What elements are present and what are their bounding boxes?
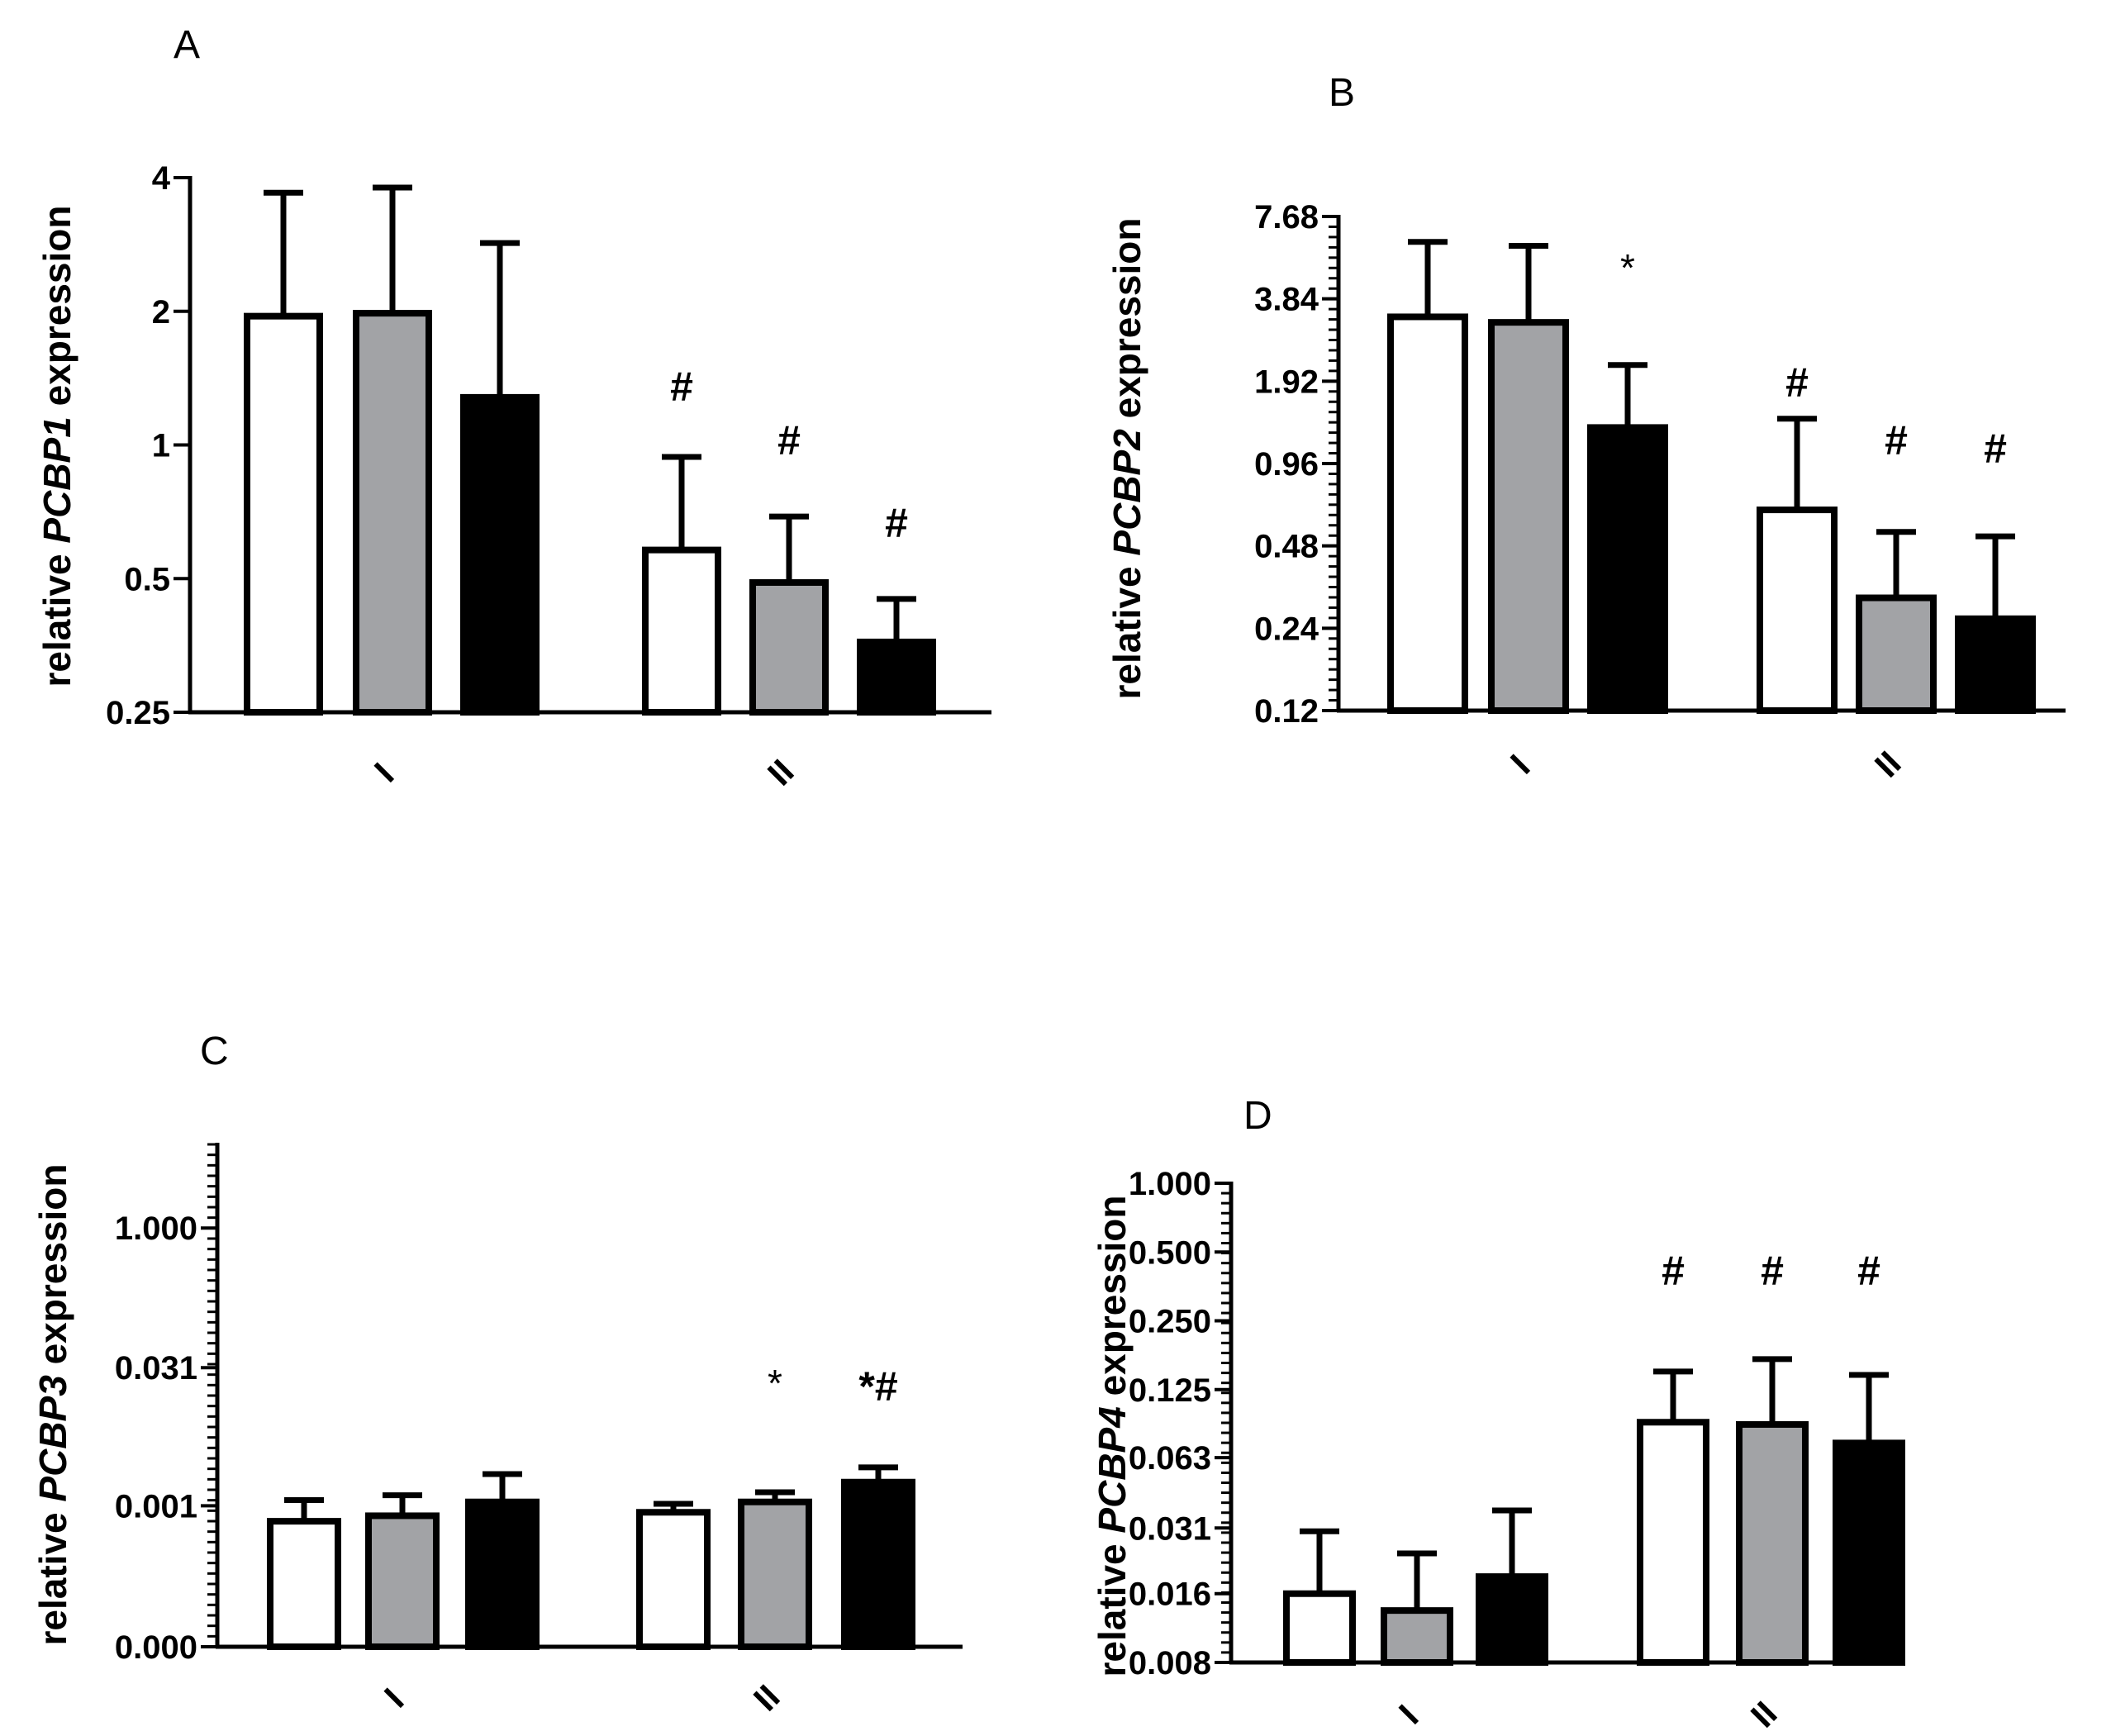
panel-a-ylabel-suffix: expression xyxy=(36,206,78,417)
panel-a-bar-black-i xyxy=(460,393,540,716)
panel-a-y-tick-label: 1 xyxy=(152,428,170,464)
panel-c-y-tick-label: 0.001 xyxy=(115,1488,197,1524)
panel-d-category-label: II xyxy=(1743,1694,1785,1735)
panel-d-ylabel-prefix: relative xyxy=(1091,1534,1134,1677)
panel-b-bar-grey-ii xyxy=(1856,594,1937,714)
panel-d-y-tick-label: 1.000 xyxy=(1129,1166,1211,1202)
panel-b: B relative PCBP2 expression 0.12 0.24 0.48… xyxy=(1105,71,2066,785)
panel-c-letter: C xyxy=(200,1030,229,1073)
panel-c-y-axis-title: relative PCBP3 expression xyxy=(31,1164,74,1646)
panel-d-y-tick-label: 0.016 xyxy=(1129,1577,1211,1613)
panel-d-significance-mark: # xyxy=(1857,1248,1880,1294)
panel-b-y-tick-label: 7.68 xyxy=(1254,199,1319,235)
panel-b-ylabel-suffix: expression xyxy=(1105,218,1148,430)
panel-c-y-tick-label: 0.000 xyxy=(115,1629,197,1666)
panel-d-bar-black-ii xyxy=(1833,1439,1905,1666)
panel-c-y-tick-label: 1.000 xyxy=(115,1210,197,1247)
panel-c-bar-black-i xyxy=(465,1498,540,1650)
panel-b-y-tick-label: 0.48 xyxy=(1254,529,1319,565)
panel-b-ylabel-gene: PCBP2 xyxy=(1105,429,1148,556)
panel-a-ylabel-prefix: relative xyxy=(36,544,78,687)
panel-a-bar-white-ii xyxy=(642,546,721,716)
panel-b-category-label: II xyxy=(1867,744,1909,785)
panel-a-y-tick-label: 4 xyxy=(152,160,171,197)
panel-d-ylabel-suffix: expression xyxy=(1091,1196,1134,1407)
panel-b-bar-white-ii xyxy=(1757,507,1838,715)
panel-c-bar-white-i xyxy=(267,1518,341,1651)
panel-b-y-tick-label: 0.96 xyxy=(1254,446,1319,483)
panel-d-y-tick-label: 0.063 xyxy=(1129,1440,1211,1477)
panel-b-significance-mark: # xyxy=(1785,359,1809,406)
panel-b-letter: B xyxy=(1329,71,1355,115)
panel-b-y-tick-label: 3.84 xyxy=(1254,282,1319,318)
panel-d-bar-grey-i xyxy=(1381,1607,1453,1666)
panel-a: A relative PCBP1 expression 0.25 0.5 1 2 4 # #… xyxy=(36,23,991,793)
panel-a-category-label: I xyxy=(367,755,401,789)
panel-b-y-axis-title: relative PCBP2 expression xyxy=(1105,218,1148,700)
panel-c-ylabel-prefix: relative xyxy=(31,1502,74,1646)
panel-b-bar-grey-i xyxy=(1488,319,1569,714)
panel-d-plot: 0.008 0.016 0.031 0.063 0.125 0.250 0.500 1.000… xyxy=(1129,1166,1905,1735)
panel-b-ylabel-prefix: relative xyxy=(1105,556,1148,700)
panel-a-y-tick-label: 2 xyxy=(152,294,170,331)
panel-a-y-axis-title: relative PCBP1 expression xyxy=(36,206,78,687)
panel-c-y-tick-label: 0.031 xyxy=(115,1350,197,1386)
panel-c-bar-grey-i xyxy=(365,1512,440,1651)
panel-d-y-tick-label: 0.500 xyxy=(1129,1234,1211,1271)
panel-d-bar-white-ii xyxy=(1637,1419,1709,1667)
panel-d-category-label: I xyxy=(1391,1697,1425,1731)
panel-a-y-tick-label: 0.5 xyxy=(124,561,170,597)
panel-c-bar-black-ii xyxy=(841,1478,915,1651)
panel-b-bar-black-ii xyxy=(1955,615,2036,714)
panel-d-y-axis-title: relative PCBP4 expression xyxy=(1091,1196,1134,1677)
panel-d-y-tick-label: 0.031 xyxy=(1129,1510,1211,1547)
panel-c-category-label: II xyxy=(746,1677,787,1719)
panel-c-category-label: I xyxy=(377,1681,411,1715)
panel-d-y-tick-label: 0.250 xyxy=(1129,1304,1211,1340)
panel-c-bar-grey-ii xyxy=(738,1498,812,1650)
panel-a-category-label: II xyxy=(760,752,801,793)
panel-a-bar-white-i xyxy=(244,312,323,716)
panel-d-bar-black-i xyxy=(1476,1573,1548,1667)
panel-d-y-tick-label: 0.125 xyxy=(1129,1372,1211,1409)
panel-d-significance-mark: # xyxy=(1662,1248,1685,1294)
panel-c-significance-mark: * xyxy=(768,1362,782,1405)
panel-b-y-tick-label: 1.92 xyxy=(1254,364,1319,400)
panel-b-bar-white-i xyxy=(1387,313,1468,714)
panel-b-plot: 0.120.240.480.961.923.847.68##*#I II xyxy=(1254,199,2066,785)
panel-d-significance-mark: # xyxy=(1761,1248,1784,1294)
panel-a-significance-mark: # xyxy=(885,500,908,546)
panel-c: C relative PCBP3 expression 0.000 0.001 0.… xyxy=(31,1030,963,1719)
panel-d-y-tick-label: 0.008 xyxy=(1129,1645,1211,1681)
panel-d-letter: D xyxy=(1243,1094,1272,1138)
panel-a-bar-black-ii xyxy=(857,638,936,716)
panel-b-significance-mark: * xyxy=(1620,246,1635,289)
panel-a-significance-mark: # xyxy=(670,364,693,410)
panel-a-ylabel-gene: PCBP1 xyxy=(36,416,78,543)
panel-d-ylabel-gene: PCBP4 xyxy=(1091,1406,1134,1533)
panel-a-significance-mark: # xyxy=(777,417,801,464)
panel-a-bar-grey-ii xyxy=(749,578,829,716)
panel-a-bar-grey-i xyxy=(353,310,432,716)
panel-a-letter: A xyxy=(174,23,200,67)
panel-b-bar-black-i xyxy=(1587,424,1668,714)
panel-d: D relative PCBP4 expression 0.0080.0160.… xyxy=(1091,1094,1905,1735)
panel-b-significance-mark: # xyxy=(1984,426,2007,472)
panel-c-ylabel-gene: PCBP3 xyxy=(31,1375,74,1502)
panel-d-bar-white-i xyxy=(1283,1590,1356,1666)
panel-b-category-label: I xyxy=(1503,747,1537,781)
panel-b-significance-mark: # xyxy=(1885,417,1908,464)
panel-c-significance-mark: *# xyxy=(858,1363,897,1410)
panel-b-y-tick-label: 0.24 xyxy=(1254,611,1319,647)
panel-a-y-tick-label: 0.25 xyxy=(106,695,170,731)
panel-b-y-tick-label: 0.12 xyxy=(1254,693,1319,730)
panel-c-bar-white-ii xyxy=(636,1509,711,1651)
panel-d-bar-grey-ii xyxy=(1736,1420,1809,1666)
panel-c-ylabel-suffix: expression xyxy=(31,1164,74,1376)
